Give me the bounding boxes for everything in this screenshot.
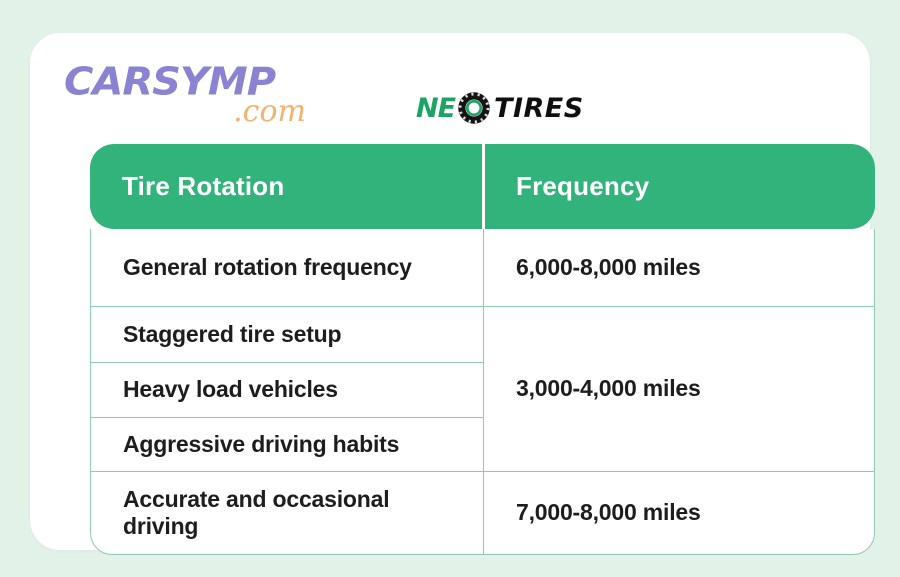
- tire-icon: [458, 92, 490, 124]
- frequency-cell: 6,000-8,000 miles: [516, 253, 701, 280]
- neotires-prefix: NE: [416, 92, 456, 124]
- column-frequency: 6,000-8,000 miles 3,000-4,000 miles 7,00…: [484, 229, 874, 554]
- table-row-label: Aggressive driving habits: [91, 417, 483, 471]
- carsymp-tld: .com: [233, 94, 306, 129]
- header-column-divider: [482, 144, 485, 229]
- header-cell-tire-rotation: Tire Rotation: [122, 171, 285, 201]
- header-cell-frequency: Frequency: [516, 171, 650, 201]
- carsymp-wordmark: CARSYMP: [64, 60, 276, 104]
- carsymp-logo: CARSYMP .com: [64, 63, 322, 127]
- content-card: CARSYMP .com NE TIRES Tire Rotation Freq…: [30, 33, 875, 555]
- table-row-label: General rotation frequency: [123, 253, 412, 280]
- body-column-divider: [483, 229, 484, 554]
- tire-rotation-table: Tire Rotation Frequency General rotation…: [90, 144, 875, 555]
- frequency-cell: 7,000-8,000 miles: [484, 471, 874, 554]
- table-row-label: Heavy load vehicles: [91, 362, 483, 417]
- neotires-logo: NE TIRES: [416, 89, 584, 127]
- neotires-suffix: TIRES: [494, 92, 584, 124]
- table-row-label: Accurate and occasional driving: [91, 471, 483, 554]
- table-row-label: Staggered tire setup: [91, 306, 483, 362]
- table-header: Tire Rotation Frequency: [90, 144, 875, 229]
- frequency-cell-merged: 3,000-4,000 miles: [484, 306, 874, 471]
- table-body: General rotation frequency Staggered tir…: [90, 229, 875, 555]
- column-tire-rotation: General rotation frequency Staggered tir…: [91, 229, 483, 554]
- table-row-label-text: Accurate and occasional driving: [123, 485, 390, 539]
